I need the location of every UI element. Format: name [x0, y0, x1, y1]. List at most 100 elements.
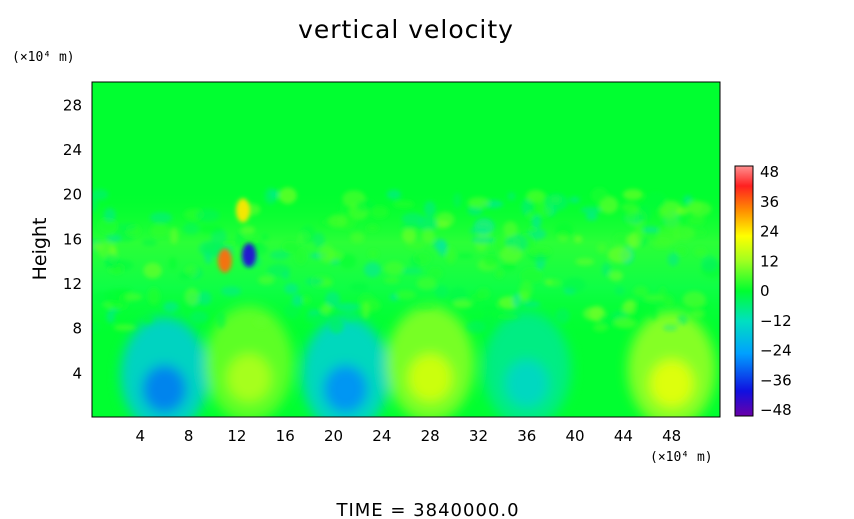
- turbulence-cell: [221, 240, 237, 247]
- turbulence-cell: [694, 247, 707, 257]
- y-tick-label: 12: [63, 275, 82, 293]
- turbulence-cell: [449, 287, 468, 304]
- turbulence-cell: [499, 245, 523, 263]
- turbulence-cell: [308, 309, 320, 316]
- turbulence-cell: [383, 277, 400, 284]
- turbulence-cell: [613, 233, 627, 245]
- turbulence-cell: [416, 277, 437, 290]
- x-tick-label: 16: [276, 427, 295, 445]
- turbulence-cell: [284, 283, 299, 295]
- turbulence-cell: [525, 211, 535, 219]
- velocity-core: [142, 365, 187, 414]
- turbulence-cell: [292, 294, 303, 307]
- turbulence-cell: [676, 206, 689, 216]
- turbulence-cell: [614, 286, 625, 296]
- turbulence-cell: [507, 191, 516, 201]
- turbulence-cell: [512, 293, 521, 308]
- y-tick-label: 4: [72, 364, 82, 382]
- velocity-core: [323, 365, 368, 414]
- x-tick-labels: 4 8 12 16 20 24 28 32 36 40 44 48: [136, 427, 682, 445]
- colorbar-ticks: 48 36 24 12 0 −12 −24 −36 −48: [760, 163, 792, 419]
- turbulence-cell: [106, 310, 115, 324]
- turbulence-cell: [197, 291, 212, 306]
- turbulence-cell: [350, 231, 365, 243]
- turbulence-cell: [522, 301, 541, 308]
- turbulence-cell: [184, 287, 200, 306]
- turbulence-cell: [328, 214, 348, 228]
- colorbar-gradient: [735, 166, 753, 416]
- turbulence-cell: [113, 324, 136, 331]
- turbulence-cell: [519, 281, 533, 298]
- turbulence-cell: [281, 240, 300, 254]
- x-tick-label: 48: [662, 427, 681, 445]
- turbulence-cell: [469, 227, 492, 235]
- colorbar-tick-label: −24: [760, 342, 792, 360]
- turbulence-cell: [423, 200, 436, 217]
- y-tick-labels: 4 8 12 16 20 24 28: [63, 96, 82, 382]
- x-tick-label: 8: [184, 427, 194, 445]
- turbulence-cell: [105, 235, 122, 243]
- turbulence-cell: [300, 225, 316, 244]
- turbulence-cell: [361, 301, 370, 319]
- colorbar-tick-label: −48: [760, 401, 792, 419]
- turbulence-cell: [637, 204, 651, 223]
- turbulence-cell: [264, 187, 277, 205]
- turbulence-cell: [575, 257, 595, 266]
- turbulence-cell: [569, 196, 580, 204]
- turbulence-cell: [555, 308, 570, 324]
- y-axis-unit: (×10⁴ m): [12, 50, 75, 65]
- turbulence-cell: [544, 278, 553, 286]
- colorbar-tick-label: −36: [760, 371, 792, 389]
- velocity-cores: [217, 198, 256, 273]
- velocity-noise: [92, 187, 720, 334]
- heatmap-area: [92, 82, 720, 417]
- turbulence-cell: [502, 261, 517, 272]
- turbulence-cell: [585, 212, 598, 221]
- turbulence-cell: [278, 187, 297, 204]
- turbulence-cell: [254, 316, 269, 328]
- turbulence-cell: [673, 225, 695, 241]
- turbulence-cell: [143, 315, 153, 325]
- turbulence-cell: [467, 197, 490, 209]
- turbulence-cell: [690, 309, 705, 319]
- turbulence-cell: [117, 223, 137, 231]
- x-tick-label: 4: [136, 427, 146, 445]
- turbulence-cell: [343, 312, 358, 322]
- turbulence-cell: [258, 275, 275, 285]
- turbulence-cell: [601, 262, 611, 277]
- turbulence-cell: [319, 245, 336, 263]
- turbulence-cell: [452, 299, 473, 309]
- turbulence-cell: [401, 212, 425, 225]
- turbulence-cell: [400, 223, 421, 230]
- y-tick-label: 16: [63, 230, 82, 248]
- colorbar-tick-label: 12: [760, 252, 779, 270]
- turbulence-cell: [496, 313, 520, 320]
- turbulence-cell: [528, 247, 552, 256]
- time-label: TIME = 3840000.0: [335, 500, 519, 519]
- turbulence-cell: [434, 285, 449, 299]
- turbulence-cell: [453, 192, 462, 208]
- turbulence-cell: [368, 249, 379, 258]
- turbulence-cell: [294, 247, 307, 265]
- colorbar-tick-label: 36: [760, 193, 779, 211]
- turbulence-cell: [221, 286, 242, 297]
- colorbar: 48 36 24 12 0 −12 −24 −36 −48: [734, 163, 792, 419]
- turbulence-cell: [172, 307, 182, 317]
- turbulence-cell: [182, 222, 200, 235]
- x-tick-label: 24: [372, 427, 391, 445]
- turbulence-cell: [701, 255, 718, 272]
- turbulence-cell: [437, 239, 448, 257]
- colorbar-tick-label: −12: [760, 312, 792, 330]
- turbulence-cell: [312, 232, 325, 248]
- turbulence-cell: [178, 272, 191, 280]
- turbulence-cell: [643, 294, 665, 302]
- turbulence-cell: [384, 261, 405, 276]
- x-axis-unit: (×10⁴ m): [650, 450, 713, 465]
- velocity-core: [227, 353, 271, 402]
- turbulence-cell: [554, 223, 574, 238]
- x-tick-label: 44: [614, 427, 633, 445]
- velocity-cell: [217, 248, 232, 273]
- turbulence-cell: [428, 267, 443, 280]
- turbulence-cell: [480, 304, 498, 313]
